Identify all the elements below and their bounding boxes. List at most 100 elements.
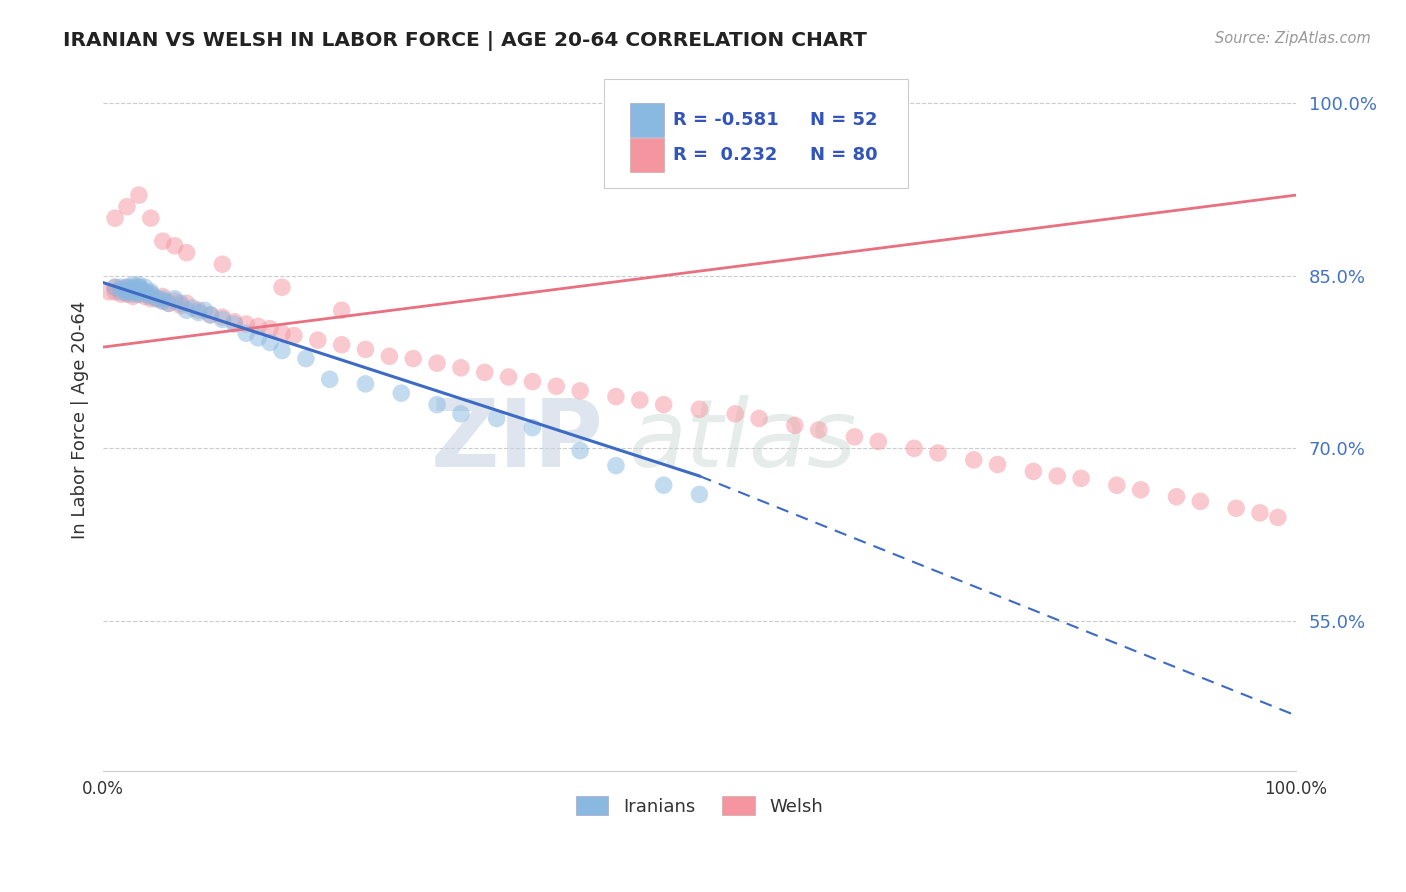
FancyBboxPatch shape — [605, 79, 908, 188]
Point — [247, 331, 270, 345]
Point — [152, 289, 174, 303]
Point — [474, 366, 496, 380]
Point — [163, 292, 186, 306]
Point — [110, 287, 132, 301]
Point — [283, 328, 305, 343]
Point — [128, 287, 150, 301]
Text: Source: ZipAtlas.com: Source: ZipAtlas.com — [1215, 31, 1371, 46]
FancyBboxPatch shape — [630, 138, 664, 172]
Point — [187, 303, 209, 318]
Point — [426, 356, 449, 370]
Point — [295, 351, 318, 366]
Point — [152, 292, 174, 306]
Point — [139, 292, 162, 306]
Point — [122, 289, 145, 303]
Point — [211, 312, 233, 326]
Point — [247, 319, 270, 334]
Point — [224, 315, 246, 329]
Point — [522, 375, 544, 389]
Point — [176, 296, 198, 310]
Point — [1267, 510, 1289, 524]
Text: ZIP: ZIP — [432, 394, 605, 487]
Point — [963, 453, 986, 467]
Point — [224, 317, 246, 331]
Point — [157, 296, 180, 310]
Point — [1129, 483, 1152, 497]
Point — [259, 321, 281, 335]
Point — [110, 283, 132, 297]
Point — [485, 411, 508, 425]
Point — [128, 283, 150, 297]
Point — [1249, 506, 1271, 520]
FancyBboxPatch shape — [630, 103, 664, 136]
Point — [903, 442, 925, 456]
Point — [200, 308, 222, 322]
Text: R = -0.581: R = -0.581 — [673, 111, 779, 128]
Point — [1022, 464, 1045, 478]
Point — [1225, 501, 1247, 516]
Point — [122, 283, 145, 297]
Point — [139, 287, 162, 301]
Point — [122, 277, 145, 292]
Point — [652, 398, 675, 412]
Point — [259, 335, 281, 350]
Point — [176, 245, 198, 260]
Point — [569, 443, 592, 458]
Point — [426, 398, 449, 412]
Point — [128, 277, 150, 292]
Point — [271, 343, 294, 358]
Point — [987, 458, 1010, 472]
Point — [200, 308, 222, 322]
Point — [128, 280, 150, 294]
Point — [181, 301, 204, 315]
Point — [115, 287, 138, 301]
Point — [152, 234, 174, 248]
Point — [271, 326, 294, 341]
Point — [169, 296, 191, 310]
Y-axis label: In Labor Force | Age 20-64: In Labor Force | Age 20-64 — [72, 301, 89, 539]
Point — [128, 188, 150, 202]
Point — [187, 305, 209, 319]
Point — [134, 285, 156, 299]
Point — [128, 285, 150, 299]
Point — [378, 349, 401, 363]
Point — [115, 280, 138, 294]
Point — [688, 402, 710, 417]
Point — [522, 420, 544, 434]
Point — [450, 407, 472, 421]
Point — [128, 285, 150, 299]
Point — [211, 257, 233, 271]
Point — [807, 423, 830, 437]
Point — [139, 211, 162, 226]
Point — [128, 287, 150, 301]
Point — [146, 292, 169, 306]
Point — [235, 326, 257, 341]
Point — [1046, 469, 1069, 483]
Point — [211, 310, 233, 325]
Point — [104, 211, 127, 226]
Point — [307, 333, 329, 347]
Point — [1189, 494, 1212, 508]
Point — [139, 285, 162, 299]
Point — [354, 376, 377, 391]
Point — [354, 343, 377, 357]
Point — [134, 285, 156, 299]
Point — [98, 285, 121, 299]
Text: IRANIAN VS WELSH IN LABOR FORCE | AGE 20-64 CORRELATION CHART: IRANIAN VS WELSH IN LABOR FORCE | AGE 20… — [63, 31, 868, 51]
Point — [927, 446, 949, 460]
Point — [115, 285, 138, 299]
Point — [844, 430, 866, 444]
Point — [134, 280, 156, 294]
Point — [128, 283, 150, 297]
Point — [193, 303, 215, 318]
Point — [271, 280, 294, 294]
Text: atlas: atlas — [628, 395, 856, 486]
Point — [783, 418, 806, 433]
Point — [152, 293, 174, 308]
Point — [1166, 490, 1188, 504]
Point — [1105, 478, 1128, 492]
Point — [652, 478, 675, 492]
Point — [402, 351, 425, 366]
Point — [115, 283, 138, 297]
Point — [389, 386, 412, 401]
